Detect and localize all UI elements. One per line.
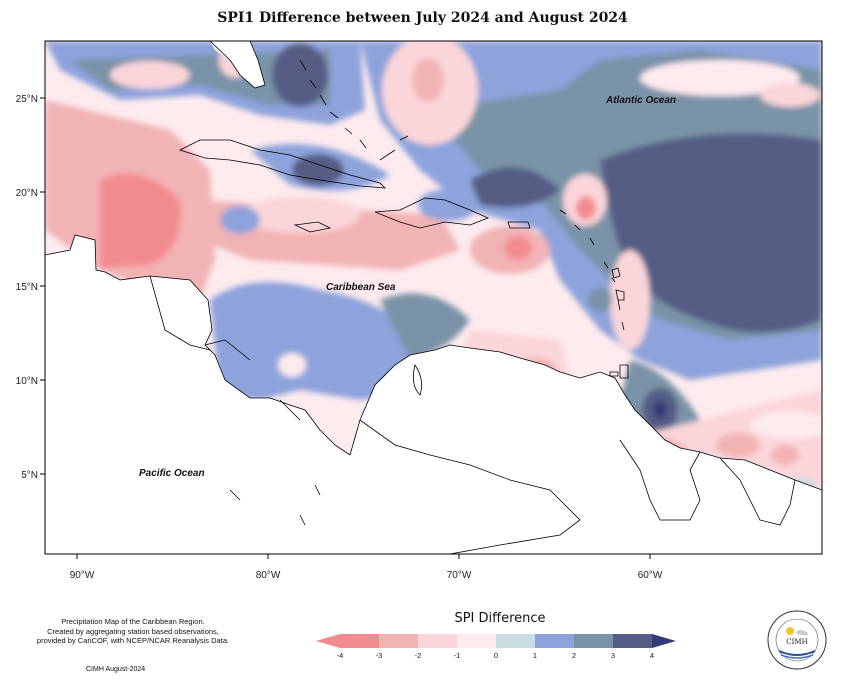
- legend-swatch: [613, 634, 653, 648]
- legend-swatch: [379, 634, 419, 648]
- y-tick-label: 10°N: [16, 376, 38, 387]
- logo-text: CIMH: [786, 638, 807, 646]
- y-tick-label: 20°N: [16, 188, 38, 199]
- caption-line: provided by CariCOF, with NCEP/NCAR Rean…: [36, 636, 230, 645]
- map-caption: Precipitation Map of the Caribbean Regio…: [14, 617, 252, 646]
- legend-tick-label: -4: [337, 651, 344, 660]
- x-tick-label: 60°W: [638, 570, 663, 581]
- x-axis-labels: 90°W 80°W 70°W 60°W: [70, 570, 663, 581]
- legend-arrow-left: [316, 634, 340, 648]
- legend-tick-label: -3: [376, 651, 383, 660]
- y-tick-label: 5°N: [21, 470, 38, 481]
- caption-line: Precipitation Map of the Caribbean Regio…: [61, 617, 205, 626]
- legend-swatch: [496, 634, 536, 648]
- legend-swatch: [340, 634, 380, 648]
- legend-tick-label: -1: [454, 651, 461, 660]
- color-legend: [316, 634, 676, 648]
- legend-tick-label: 1: [533, 651, 537, 660]
- legend-tick-label: -2: [415, 651, 422, 660]
- spi-difference-field: [45, 41, 822, 554]
- legend-swatch: [535, 634, 575, 648]
- x-tick-label: 80°W: [256, 570, 281, 581]
- atlantic-ocean-label: Atlantic Ocean: [605, 95, 676, 106]
- credit-text: CIMH August-2024: [86, 666, 146, 673]
- legend-swatch: [418, 634, 458, 648]
- x-tick-label: 70°W: [447, 570, 472, 581]
- legend-swatch: [457, 634, 497, 648]
- y-axis-labels: 25°N 20°N 15°N 10°N 5°N: [16, 94, 38, 481]
- legend-arrow-right: [652, 634, 676, 648]
- legend-tick-label: 3: [611, 651, 615, 660]
- legend-tick-label: 2: [572, 651, 576, 660]
- y-tick-label: 25°N: [16, 94, 38, 105]
- legend-tick-label: 4: [650, 651, 654, 660]
- legend-tick-label: 0: [494, 651, 498, 660]
- sun-icon: [786, 627, 794, 635]
- x-tick-label: 90°W: [70, 570, 95, 581]
- caption-line: Created by aggregating station based obs…: [47, 626, 219, 636]
- legend-swatch: [574, 634, 614, 648]
- axis-ticks: [40, 97, 651, 559]
- pacific-ocean-label: Pacific Ocean: [139, 468, 205, 479]
- legend-title: SPI Difference: [454, 611, 546, 626]
- coastlines: [45, 41, 822, 554]
- caribbean-sea-label: Caribbean Sea: [326, 282, 396, 293]
- map-frame: [44, 40, 823, 555]
- cloud-icon: [796, 629, 808, 636]
- cimh-logo: CIMH: [767, 610, 827, 670]
- y-tick-label: 15°N: [16, 282, 38, 293]
- map-title: SPI1 Difference between July 2024 and Au…: [217, 10, 628, 26]
- legend-tick-labels: -4 -3 -2 -1 0 1 2 3 4: [337, 651, 654, 660]
